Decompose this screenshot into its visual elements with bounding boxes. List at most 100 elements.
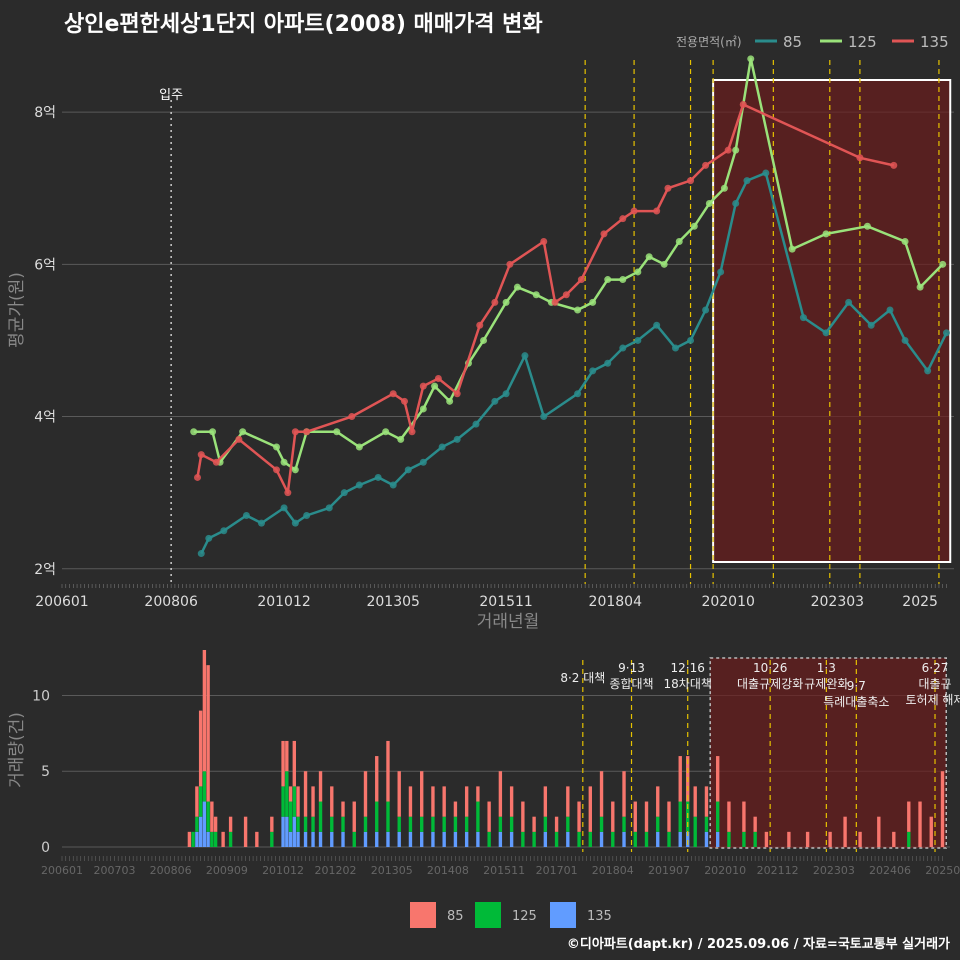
bar-segment-125 — [543, 816, 548, 832]
bar-segment-135 — [431, 831, 435, 847]
data-point-85 — [540, 413, 548, 421]
bar-segment-85 — [599, 771, 604, 817]
bar-legend-label-135: 135 — [587, 909, 612, 924]
bar-segment-135 — [622, 831, 626, 847]
bar-segment-85 — [787, 831, 791, 847]
data-point-135 — [890, 161, 898, 169]
data-point-135 — [724, 146, 732, 154]
bar-segment-125 — [599, 816, 604, 832]
bar-y-tick-label: 10 — [32, 688, 50, 704]
data-point-125 — [939, 260, 947, 268]
move-in-label: 입주 — [159, 88, 183, 103]
bar-segment-85 — [330, 786, 334, 817]
data-point-135 — [235, 435, 243, 443]
data-point-125 — [280, 458, 288, 466]
bar-segment-85 — [397, 771, 401, 817]
bar-segment-135 — [281, 816, 285, 847]
data-point-125 — [397, 435, 405, 443]
bar-highlight-range — [709, 657, 948, 849]
bar-segment-135 — [206, 831, 210, 847]
bar-segment-85 — [509, 786, 514, 817]
bar-segment-125 — [907, 831, 911, 847]
data-point-85 — [491, 397, 499, 405]
bar-segment-135 — [408, 831, 413, 847]
chart-title: 상인e편한세상1단지 아파트(2008) 매매가격 변화 — [64, 12, 543, 37]
bar-segment-135 — [420, 831, 424, 847]
bar-segment-135 — [288, 831, 293, 847]
bar-segment-125 — [532, 831, 536, 847]
data-point-135 — [453, 390, 461, 398]
data-point-135 — [687, 177, 695, 185]
data-point-135 — [664, 184, 672, 192]
data-point-125 — [480, 336, 488, 344]
bar-segment-85 — [611, 801, 615, 832]
bar-segment-85 — [554, 816, 559, 832]
data-point-135 — [476, 321, 484, 329]
bar-segment-125 — [521, 831, 525, 847]
data-point-85 — [845, 298, 853, 306]
bar-segment-85 — [622, 771, 626, 817]
bar-segment-135 — [363, 831, 368, 847]
policy-label: 12·16 — [671, 661, 705, 675]
y-tick-label: 8억 — [34, 105, 56, 121]
bar-segment-125 — [566, 816, 570, 832]
data-point-125 — [239, 428, 247, 436]
bar-x-tick-label: 201511 — [483, 864, 525, 877]
data-point-85 — [589, 367, 597, 375]
bar-segment-85 — [577, 801, 581, 832]
bar-segment-125 — [386, 801, 390, 832]
data-point-85 — [671, 344, 679, 352]
bar-segment-85 — [532, 816, 536, 832]
bar-segment-125 — [577, 831, 581, 847]
bar-segment-125 — [554, 831, 559, 847]
bar-segment-85 — [206, 665, 210, 802]
bar-segment-135 — [656, 831, 660, 847]
credit-text: ©디아파트(dapt.kr) / 2025.09.06 / 자료=국토교통부 실… — [566, 937, 950, 952]
data-point-125 — [675, 238, 683, 245]
bar-segment-125 — [202, 771, 207, 802]
data-point-125 — [209, 428, 217, 436]
policy-label: 1·3 — [817, 661, 836, 675]
data-point-85 — [574, 390, 582, 398]
bar-segment-85 — [704, 786, 709, 817]
data-point-135 — [284, 489, 292, 497]
bar-x-tick-label: 201408 — [427, 864, 469, 877]
bar-segment-135 — [311, 831, 315, 847]
bar-segment-85 — [221, 831, 225, 847]
bar-segment-135 — [296, 831, 300, 847]
bar-segment-125 — [588, 831, 592, 847]
bar-segment-125 — [633, 831, 637, 847]
data-point-135 — [600, 230, 608, 238]
data-point-85 — [205, 534, 213, 542]
data-point-85 — [242, 512, 250, 519]
data-point-125 — [645, 253, 653, 261]
data-point-135 — [577, 276, 585, 284]
data-point-135 — [408, 428, 416, 436]
bar-segment-85 — [764, 831, 769, 847]
bar-segment-135 — [397, 831, 401, 847]
y-axis-title: 평균가(원) — [7, 272, 27, 348]
legend-label-125: 125 — [848, 33, 877, 51]
x-tick-label: 200601 — [35, 594, 88, 610]
bar-segment-135 — [292, 816, 296, 847]
bar-x-tick-label: 201907 — [648, 864, 690, 877]
bar-segment-85 — [753, 816, 757, 832]
bar-segment-85 — [213, 816, 218, 832]
bar-segment-85 — [363, 771, 368, 817]
bar-segment-85 — [195, 786, 199, 817]
bar-x-tick-label: 202303 — [813, 864, 855, 877]
data-point-125 — [291, 466, 299, 474]
bar-segment-85 — [918, 801, 922, 847]
bar-segment-135 — [375, 831, 379, 847]
bar-segment-85 — [386, 740, 390, 802]
data-point-85 — [257, 519, 265, 527]
bar-segment-85 — [303, 771, 308, 817]
bar-segment-85 — [877, 816, 881, 847]
data-point-85 — [404, 466, 412, 474]
policy-label: 9·7 — [847, 679, 866, 693]
data-point-85 — [886, 306, 894, 314]
bar-segment-85 — [566, 786, 570, 817]
bar-segment-85 — [929, 816, 933, 847]
bar-segment-85 — [693, 786, 697, 817]
bar-segment-125 — [742, 831, 746, 847]
